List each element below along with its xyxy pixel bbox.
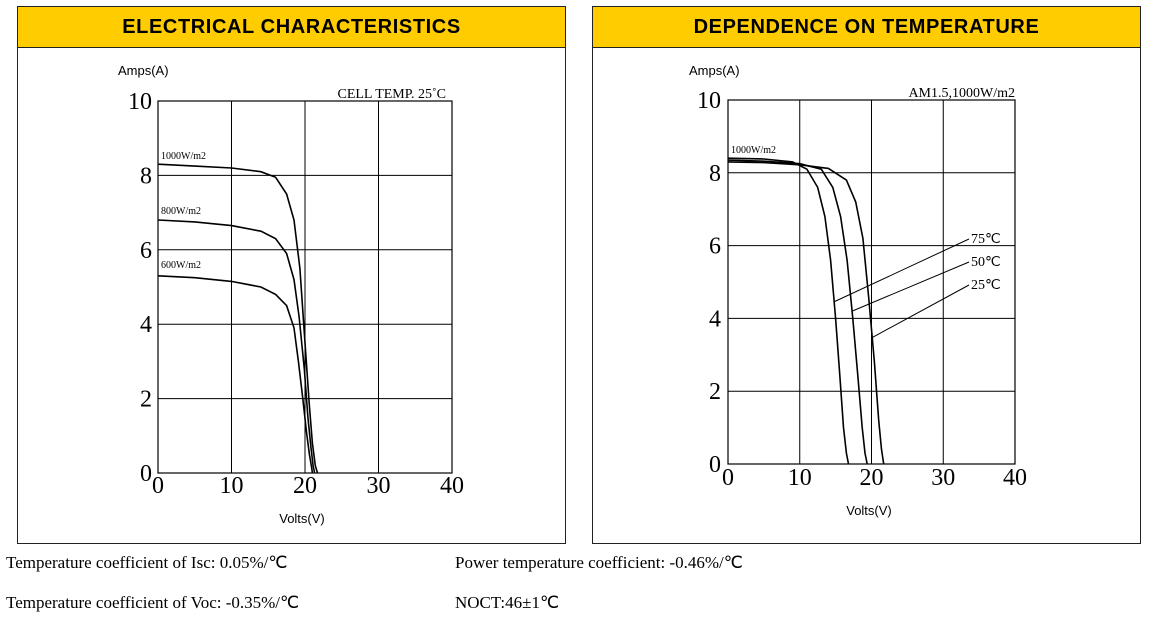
series-line bbox=[727, 161, 885, 465]
y-tick-label: 4 bbox=[709, 306, 721, 332]
y-tick-label: 4 bbox=[140, 312, 152, 338]
x-tick-label: 40 bbox=[440, 473, 464, 499]
y-tick-label: 0 bbox=[709, 452, 721, 478]
iv-curve-chart: 0 10 20 30 40 0 2 4 6 8 10 Amps(A) Volts(V) CELL TEMP… bbox=[118, 63, 464, 526]
temperature-label: 25℃ bbox=[971, 278, 1001, 293]
y-tick-label: 10 bbox=[697, 88, 721, 114]
x-tick-label: 20 bbox=[860, 465, 884, 491]
y-tick-label: 0 bbox=[140, 461, 152, 487]
chart-annotation: AM1.5,1000W/m2 bbox=[908, 86, 1015, 101]
electrical-characteristics-panel: ELECTRICAL CHARACTERISTICS 0 10 20 30 40 0 2 4 6… bbox=[17, 6, 566, 544]
leader-line bbox=[851, 261, 970, 312]
x-tick-label: 0 bbox=[722, 465, 734, 491]
temperature-curve-chart: 0 10 20 30 40 0 2 4 6 8 10 Amps(A) Volts(V) AM1.5,100… bbox=[689, 63, 1027, 518]
y-tick-label: 2 bbox=[709, 379, 721, 405]
y-axis-label: Amps(A) bbox=[689, 63, 740, 78]
x-tick-label: 0 bbox=[152, 473, 164, 499]
temperature-label: 50℃ bbox=[971, 255, 1001, 270]
leader-line bbox=[833, 238, 970, 303]
panel-title: DEPENDENCE ON TEMPERATURE bbox=[593, 7, 1140, 48]
x-tick-label: 10 bbox=[220, 473, 244, 499]
series-label: 800W/m2 bbox=[161, 206, 201, 217]
x-tick-label: 30 bbox=[367, 473, 391, 499]
y-tick-label: 8 bbox=[709, 161, 721, 187]
x-tick-label: 30 bbox=[931, 465, 955, 491]
noct-value: NOCT:46±1℃ bbox=[455, 593, 560, 612]
y-tick-label: 6 bbox=[709, 234, 721, 260]
plot-frame bbox=[157, 100, 453, 474]
series-label: 600W/m2 bbox=[161, 260, 201, 271]
series-line bbox=[727, 157, 850, 465]
temperature-label: 75℃ bbox=[971, 232, 1001, 247]
series-label: 1000W/m2 bbox=[161, 151, 206, 162]
series-line bbox=[157, 219, 316, 474]
irradiance-label: 1000W/m2 bbox=[731, 145, 776, 156]
chart-annotation: CELL TEMP. 25˚C bbox=[337, 87, 446, 102]
y-tick-label: 10 bbox=[128, 89, 152, 115]
x-axis-label: Volts(V) bbox=[846, 503, 892, 518]
series-line bbox=[157, 163, 319, 474]
isc-coefficient: Temperature coefficient of Isc: 0.05%/℃ bbox=[6, 553, 288, 572]
panel-title: ELECTRICAL CHARACTERISTICS bbox=[18, 7, 565, 48]
plot-frame bbox=[727, 99, 1016, 465]
power-coefficient: Power temperature coefficient: -0.46%/℃ bbox=[455, 553, 743, 572]
series-line bbox=[727, 159, 868, 465]
series-line bbox=[157, 275, 314, 474]
y-axis-label: Amps(A) bbox=[118, 63, 169, 78]
temperature-dependence-panel: DEPENDENCE ON TEMPERATURE 0 10 20 30 40 0 2 4 6 8… bbox=[592, 6, 1141, 544]
x-tick-label: 40 bbox=[1003, 465, 1027, 491]
x-tick-label: 20 bbox=[293, 473, 317, 499]
y-tick-label: 6 bbox=[140, 238, 152, 264]
voc-coefficient: Temperature coefficient of Voc: -0.35%/℃ bbox=[6, 593, 300, 612]
y-tick-label: 8 bbox=[140, 163, 152, 189]
y-tick-label: 2 bbox=[140, 387, 152, 413]
leader-line bbox=[871, 284, 970, 338]
x-axis-label: Volts(V) bbox=[279, 511, 325, 526]
x-tick-label: 10 bbox=[788, 465, 812, 491]
